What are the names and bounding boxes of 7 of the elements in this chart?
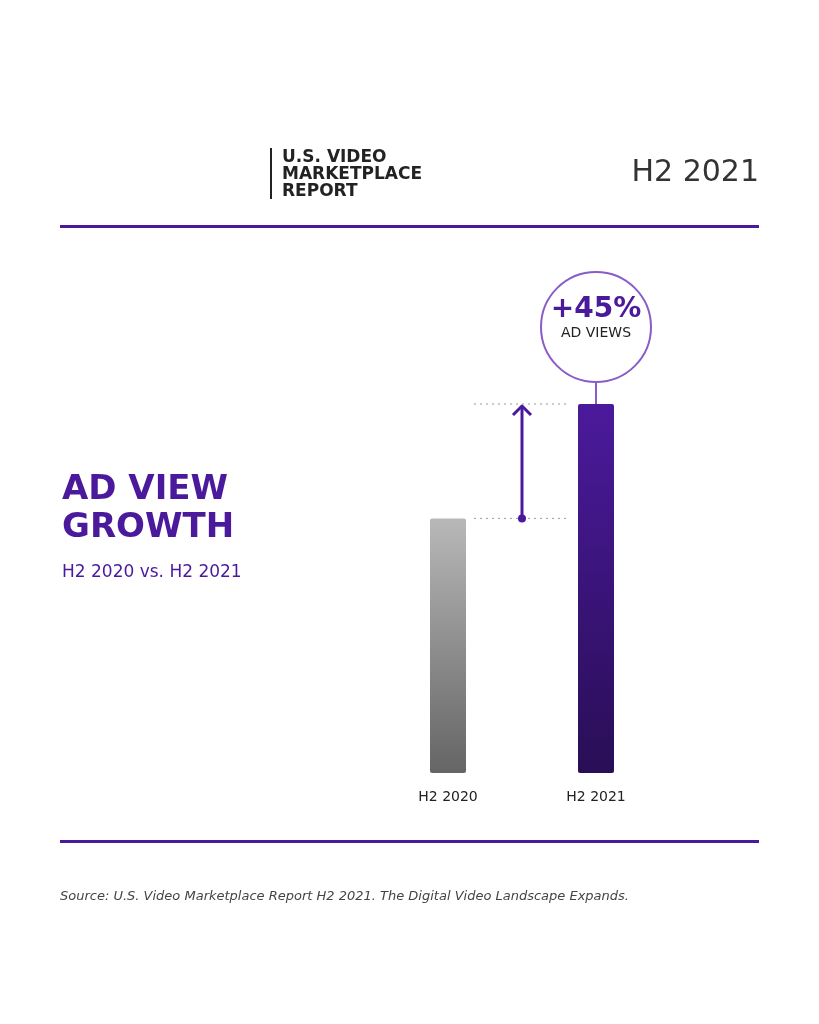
x-tick-label: H2 2020: [418, 788, 478, 804]
source-note: Source: U.S. Video Marketplace Report H2 2021. The Digital Video Landscape Expands.: [60, 888, 629, 903]
annotation: +45% AD VIEWS: [549, 291, 643, 340]
text: AD VIEW GROWTH: [62, 467, 236, 545]
text: H2 2021: [631, 153, 759, 188]
text: U.S. VIDEO MARKETPLACE REPORT: [270, 146, 432, 200]
text: H2 2020 vs. H2 2021: [62, 561, 242, 581]
